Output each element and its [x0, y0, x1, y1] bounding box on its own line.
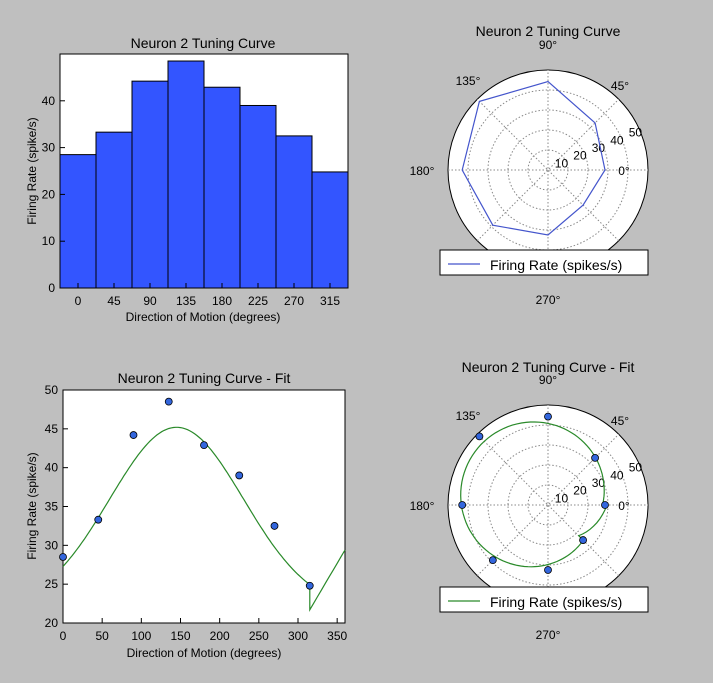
data-point — [270, 522, 279, 530]
bar — [203, 86, 241, 289]
polar-r-tick-label: 50 — [629, 461, 643, 475]
x-tick-label: 90 — [143, 294, 157, 308]
y-tick-label: 35 — [45, 500, 59, 514]
y-tick-label: 10 — [42, 234, 56, 248]
x-tick-label: 50 — [95, 629, 109, 643]
polar-angle-label: 90° — [539, 373, 557, 387]
polar-angle-label: 270° — [536, 628, 561, 642]
bar-chart-xlabel: Direction of Motion (degrees) — [126, 310, 281, 324]
x-tick-label: 135 — [176, 294, 196, 308]
fit-chart-title: Neuron 2 Tuning Curve - Fit — [118, 370, 291, 386]
bar — [167, 60, 205, 289]
polar-fit-legend: Firing Rate (spikes/s) — [439, 586, 649, 613]
bar-chart-title: Neuron 2 Tuning Curve — [131, 35, 276, 51]
bar-chart-ylabel: Firing Rate (spike/s) — [25, 117, 39, 224]
polar-r-tick-label: 30 — [592, 476, 606, 490]
polar-fit-panel: 10 20 30 40 50 0° 45° 90° 135° 180° 270° Neuron 2… — [410, 359, 649, 642]
x-tick-label: 180 — [212, 294, 232, 308]
polar-angle-label: 0° — [618, 164, 630, 178]
polar-fit-title: Neuron 2 Tuning Curve - Fit — [462, 359, 635, 375]
x-tick-label: 350 — [327, 629, 347, 643]
bar — [275, 135, 313, 289]
y-tick-label: 25 — [45, 577, 59, 591]
fit-chart-xlabel: Direction of Motion (degrees) — [127, 646, 282, 660]
polar-data-point — [601, 501, 609, 509]
x-tick-label: 0 — [60, 629, 67, 643]
x-tick-label: 45 — [107, 294, 121, 308]
data-point — [129, 431, 138, 439]
fit-chart-ylabel: Firing Rate (spike/s) — [25, 452, 39, 559]
polar-data-point — [488, 556, 497, 565]
bar — [131, 80, 169, 289]
polar-angle-label: 135° — [456, 409, 481, 423]
legend-box — [439, 586, 649, 613]
y-tick-label: 45 — [45, 422, 59, 436]
y-tick-label: 30 — [45, 538, 59, 552]
data-point — [59, 553, 67, 561]
y-tick-label: 30 — [42, 141, 56, 155]
data-point — [94, 515, 103, 524]
polar-line-legend: Firing Rate (spikes/s) — [439, 249, 649, 276]
polar-angle-label: 270° — [536, 293, 561, 307]
x-tick-label: 300 — [288, 629, 308, 643]
polar-r-tick-label: 10 — [555, 491, 569, 505]
bar — [311, 171, 349, 289]
polar-r-tick-label: 50 — [629, 126, 643, 140]
polar-data-point — [544, 566, 552, 574]
y-tick-label: 0 — [48, 281, 55, 295]
x-tick-label: 225 — [248, 294, 268, 308]
bar — [239, 104, 277, 289]
polar-angle-label: 45° — [611, 414, 629, 428]
polar-angle-label: 45° — [611, 79, 629, 93]
data-point — [164, 397, 173, 406]
polar-r-tick-label: 30 — [592, 141, 606, 155]
data-point — [200, 441, 208, 450]
polar-r-tick-label: 10 — [555, 156, 569, 170]
y-tick-label: 20 — [42, 187, 56, 201]
y-tick-label: 40 — [42, 94, 56, 108]
polar-r-tick-label: 20 — [573, 149, 587, 163]
x-tick-label: 150 — [170, 629, 190, 643]
polar-fit-curve — [460, 421, 608, 568]
polar-r-tick-label: 40 — [610, 468, 624, 482]
polar-r-tick-label: 20 — [573, 484, 587, 498]
fit-plot-area — [62, 389, 346, 624]
x-tick-label: 270 — [284, 294, 304, 308]
y-tick-label: 40 — [45, 461, 59, 475]
fit-curve — [62, 426, 346, 612]
y-tick-label: 50 — [45, 383, 59, 397]
polar-data-point — [458, 501, 467, 509]
polar-firing-rate-series — [461, 80, 606, 236]
polar-data-point — [475, 432, 484, 441]
x-tick-label: 0 — [75, 294, 82, 308]
polar-angle-label: 90° — [539, 38, 557, 52]
polar-data-point — [579, 536, 587, 544]
polar-angle-label: 180° — [410, 164, 435, 178]
polar-data-point — [544, 412, 552, 421]
y-tick-label: 20 — [45, 616, 59, 630]
bar — [95, 131, 133, 289]
bar-chart-panel: 0 10 20 30 40 0 45 90 135 180 225 270 315 Neuron 2 … — [25, 35, 349, 324]
polar-r-tick-label: 40 — [610, 133, 624, 147]
x-tick-label: 100 — [131, 629, 151, 643]
polar-angle-label: 0° — [618, 499, 630, 513]
polar-line-panel: 10 20 30 40 50 0° 45° 90° 135° 180° 270° Neuron 2… — [410, 23, 649, 307]
data-point — [235, 471, 244, 480]
x-tick-label: 315 — [320, 294, 340, 308]
bar — [59, 154, 97, 289]
polar-line-title: Neuron 2 Tuning Curve — [476, 23, 621, 39]
legend-entry: Firing Rate (spikes/s) — [490, 257, 622, 273]
fit-scatter-panel: 20 25 30 35 40 45 50 0 50 100 150 200 250 300 350 Neu… — [25, 370, 347, 660]
x-tick-label: 250 — [249, 629, 269, 643]
polar-data-point — [591, 454, 599, 462]
polar-angle-label: 135° — [456, 74, 481, 88]
polar-grid-ring — [487, 109, 609, 231]
polar-angle-label: 180° — [410, 499, 435, 513]
legend-box — [439, 249, 649, 276]
legend-entry: Firing Rate (spikes/s) — [490, 594, 622, 610]
x-tick-label: 200 — [210, 629, 230, 643]
data-point — [305, 581, 314, 590]
